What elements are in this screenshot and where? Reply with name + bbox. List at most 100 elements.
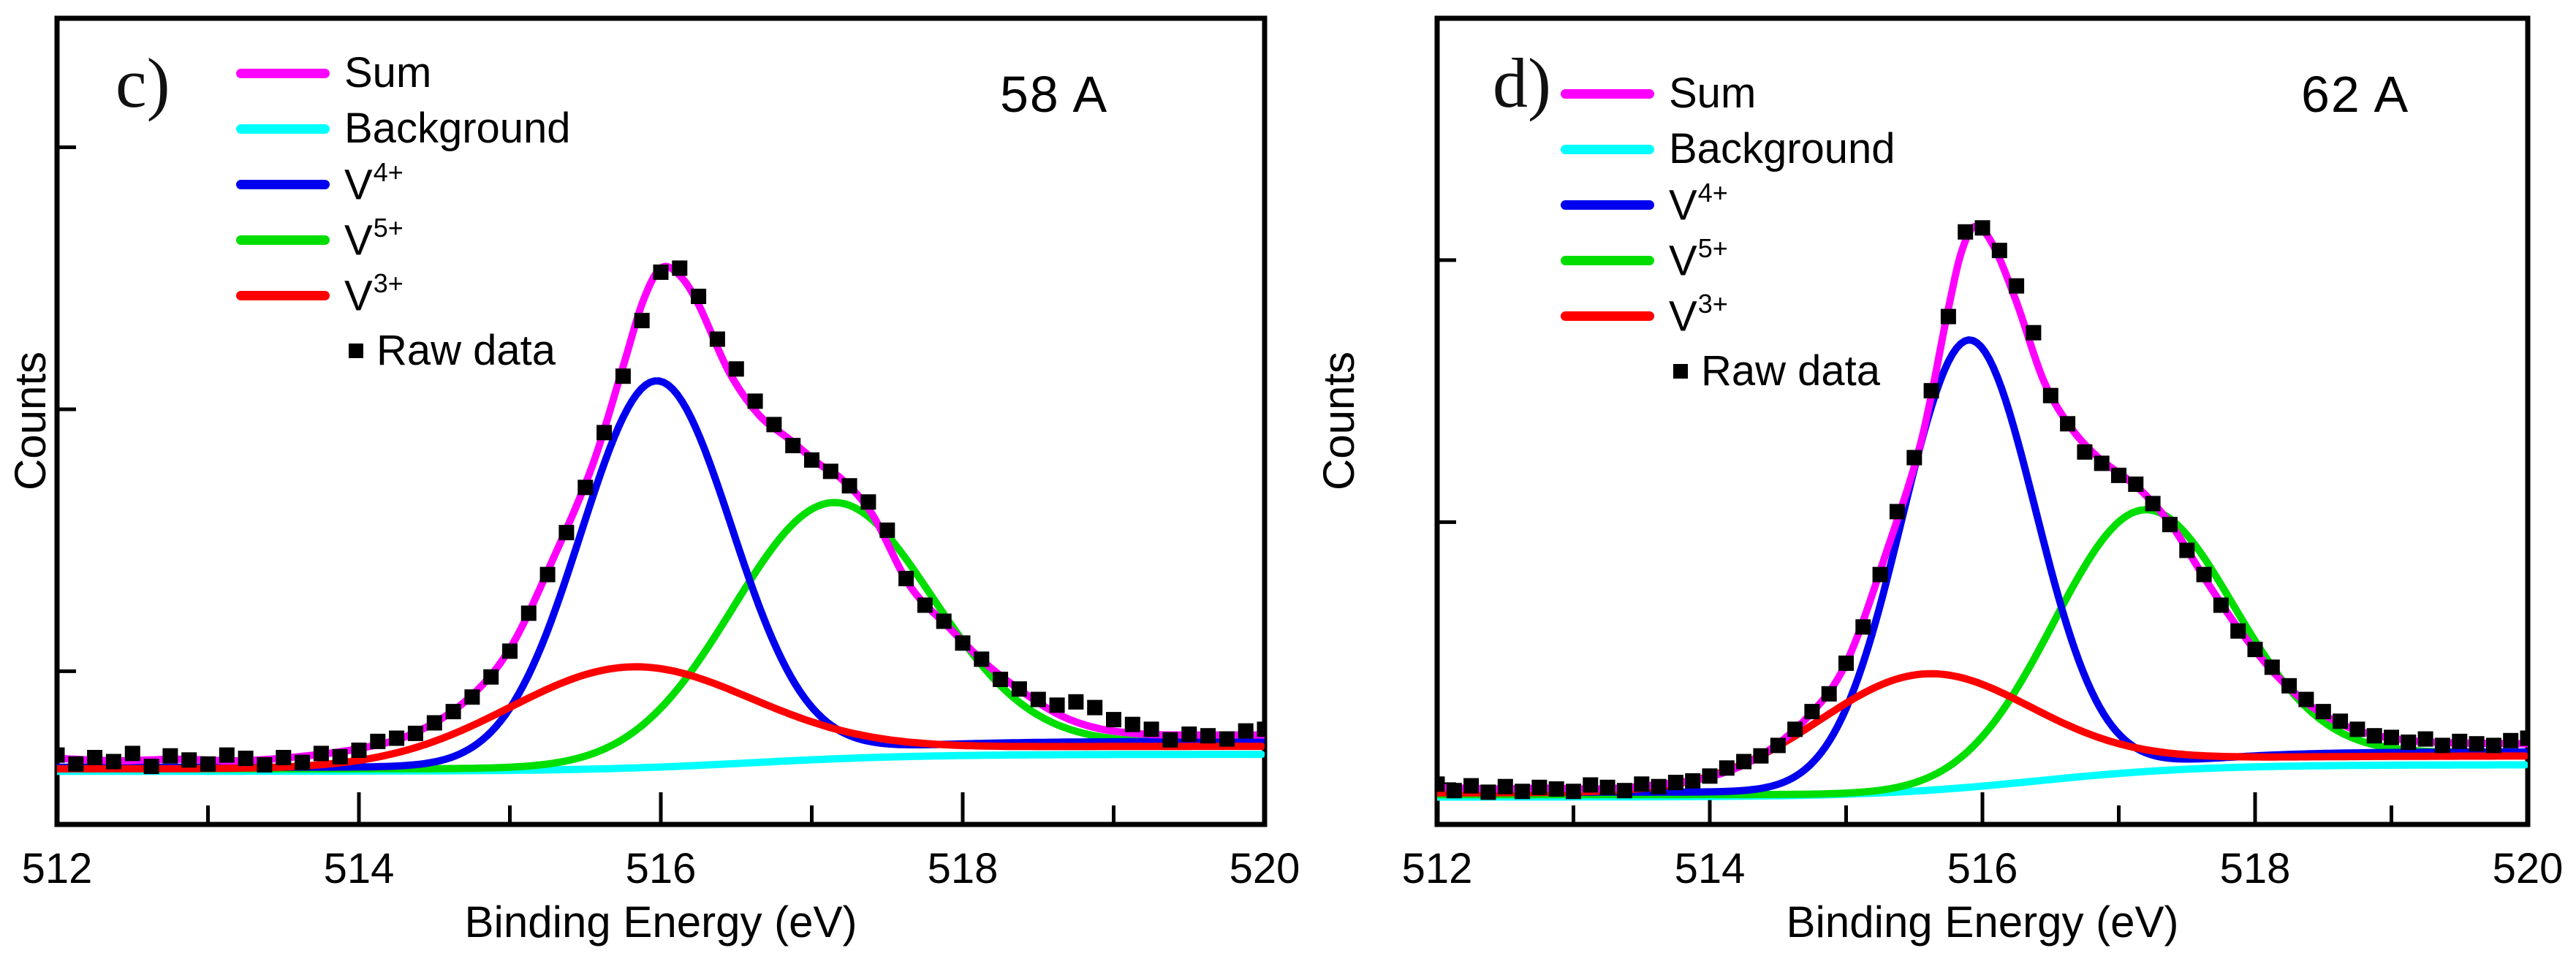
legend-label-v3plus: V3+ xyxy=(344,268,404,320)
raw-data-point xyxy=(370,733,386,749)
sum-line-swatch xyxy=(236,68,330,78)
raw-data-point xyxy=(936,613,952,629)
raw-data-point xyxy=(974,651,990,667)
raw-data-point xyxy=(2520,730,2528,746)
raw-data-point xyxy=(520,605,537,621)
raw-data-point xyxy=(200,756,216,772)
raw-data-point xyxy=(1991,243,2007,259)
raw-data-point xyxy=(2111,467,2126,483)
raw-data-point xyxy=(2009,278,2025,294)
raw-data-point xyxy=(2026,325,2042,341)
panel-letter-d: d) xyxy=(1493,44,1551,122)
raw-data-point xyxy=(1463,778,1480,794)
raw-data-point xyxy=(879,522,895,538)
raw-data-point xyxy=(105,754,121,770)
raw-data-point xyxy=(2213,597,2229,613)
legend-item-sum: Sum xyxy=(236,45,571,101)
x-tick-label: 512 xyxy=(22,845,93,892)
raw-data-point xyxy=(295,754,311,770)
raw-data-point xyxy=(1068,694,1084,710)
raw-data-point xyxy=(1162,732,1178,748)
raw-data-point xyxy=(2247,642,2263,658)
raw-data-point xyxy=(1855,619,1871,635)
raw-data-point xyxy=(57,747,65,763)
raw-data-point xyxy=(124,746,140,762)
sum-line-swatch xyxy=(1561,88,1654,99)
legend-label-v4plus: V4+ xyxy=(1669,177,1728,229)
raw-data-point xyxy=(1872,566,1888,583)
raw-data-point xyxy=(2196,566,2212,583)
raw-data-point xyxy=(483,669,499,685)
raw-data-point xyxy=(445,704,461,720)
raw-data-point xyxy=(1889,504,1905,520)
raw-data-point xyxy=(2298,691,2314,707)
raw-data-point xyxy=(1634,776,1650,792)
legend-item-v4plus: V4+ xyxy=(236,156,571,212)
raw-data-point xyxy=(2179,542,2195,558)
legend-label-sum: Sum xyxy=(1669,69,1757,117)
legend-item-v3plus: V3+ xyxy=(236,268,571,323)
v3plus-line-swatch xyxy=(1561,311,1654,321)
raw-data-point xyxy=(993,672,1009,687)
raw-data-point xyxy=(1497,778,1513,794)
raw-data-point xyxy=(502,643,518,659)
raw-data-points xyxy=(1437,220,2528,800)
legend-label-v4plus: V4+ xyxy=(344,156,404,209)
raw-data-point xyxy=(68,756,84,772)
raw-data-point xyxy=(2333,713,2349,729)
legend-label-v3plus: V3+ xyxy=(1669,288,1728,341)
raw-data-point xyxy=(257,756,273,773)
raw-data-point xyxy=(1923,383,1939,399)
raw-data-point xyxy=(766,417,782,433)
curve-v5- xyxy=(57,498,1265,773)
sample-thickness-label-c: 58 A xyxy=(1000,66,1109,123)
x-tick-label: 514 xyxy=(1675,845,1746,892)
legend-label-background: Background xyxy=(344,105,571,152)
raw-data-point xyxy=(1616,783,1632,799)
legend-c: Sum Background V4+ V5+ V3+ Raw data xyxy=(236,45,571,379)
raw-data-point xyxy=(407,725,423,741)
sample-thickness-label-d: 62 A xyxy=(2301,66,2410,123)
raw-data-point xyxy=(2434,737,2450,754)
raw-data-point xyxy=(1106,712,1121,728)
legend-item-background: Background xyxy=(236,101,571,156)
raw-data-point xyxy=(1446,783,1462,799)
raw-data-square-marker xyxy=(349,344,363,358)
raw-data-point xyxy=(87,750,103,765)
raw-data-point xyxy=(2094,455,2110,471)
raw-data-point xyxy=(2469,736,2485,752)
raw-data-point xyxy=(1143,721,1159,737)
raw-data-point xyxy=(1566,784,1581,800)
raw-data-point xyxy=(2366,728,2382,744)
raw-data-point xyxy=(1838,655,1854,671)
raw-data-point xyxy=(143,759,159,775)
x-tick-label: 516 xyxy=(1947,845,2018,892)
raw-data-point xyxy=(464,689,480,705)
raw-data-point xyxy=(558,525,575,541)
raw-data-point xyxy=(1181,727,1197,742)
raw-data-point xyxy=(709,331,725,347)
raw-data-point xyxy=(1011,681,1027,697)
x-tick-label: 518 xyxy=(928,845,999,892)
raw-data-point xyxy=(1651,778,1667,794)
raw-data-point xyxy=(672,260,688,276)
y-axis-label-d: Counts xyxy=(1314,351,1363,491)
raw-data-point xyxy=(2042,387,2058,403)
raw-data-point xyxy=(2077,444,2093,460)
legend-item-v4plus: V4+ xyxy=(1561,177,1895,232)
panel-letter-c: c) xyxy=(115,44,170,122)
x-axis-label-c: Binding Energy (eV) xyxy=(464,898,857,946)
raw-data-point xyxy=(691,289,707,304)
raw-data-point xyxy=(955,635,971,651)
v5plus-line-swatch xyxy=(1561,255,1654,265)
v5plus-line-swatch xyxy=(236,235,330,245)
raw-data-point xyxy=(162,748,178,764)
v3plus-line-swatch xyxy=(236,290,330,300)
raw-data-point xyxy=(1958,224,1974,240)
panel-d: 512 514 516 518 520 xyxy=(1402,15,2563,892)
raw-data-point xyxy=(577,479,594,496)
v4plus-line-swatch xyxy=(236,179,330,189)
raw-data-point xyxy=(1804,704,1820,720)
raw-data-point xyxy=(1238,723,1254,739)
